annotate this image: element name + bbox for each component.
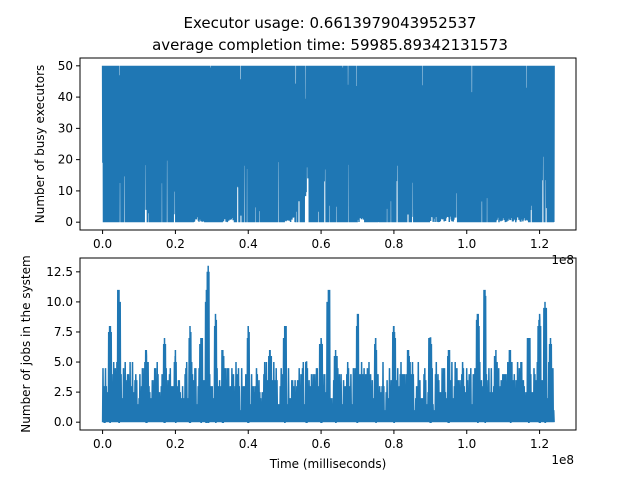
x-tick-label: 1.2 — [530, 437, 549, 451]
x-tick-label: 0.8 — [384, 237, 403, 251]
y-tick-label: 10.0 — [46, 295, 73, 309]
bottom-subplot: 0.0 0.2 0.4 0.6 0.8 1.0 1.2 0.0 2.5 5.0 7.5 10.0 12.… — [19, 255, 577, 471]
chart-title-line1: Executor usage: 0.6613979043952537 — [184, 14, 477, 32]
y-tick-label: 10 — [58, 184, 73, 198]
x-tick-label: 0.0 — [93, 437, 112, 451]
y-tick-label: 30 — [58, 121, 73, 135]
y-tick-label: 5.0 — [54, 355, 73, 369]
x-tick-label: 0.8 — [384, 437, 403, 451]
x-multiplier-label: 1e8 — [551, 453, 574, 467]
x-axis-label: Time (milliseconds) — [269, 457, 387, 471]
plot-frame-1 — [79, 257, 577, 431]
x-tick-label: 0.6 — [312, 437, 331, 451]
y-tick-label: 7.5 — [54, 325, 73, 339]
y-tick-label: 50 — [58, 59, 73, 73]
plot-frame-0 — [79, 57, 577, 231]
y-axis-label: Number of busy executors — [33, 65, 47, 224]
x-tick-label: 1.0 — [457, 237, 476, 251]
x-tick-label: 1.0 — [457, 437, 476, 451]
series-line-0 — [101, 65, 555, 223]
y-tick-label: 20 — [58, 153, 73, 167]
series-line-1 — [101, 265, 555, 423]
x-tick-label: 0.4 — [239, 437, 258, 451]
y-tick-label: 2.5 — [54, 385, 73, 399]
y-tick-label: 0 — [65, 215, 73, 229]
x-tick-label: 0.2 — [166, 237, 185, 251]
top-subplot: 0.0 0.2 0.4 0.6 0.8 1.0 1.2 0 10 20 30 40 50 1e8 Numbe… — [33, 57, 577, 267]
y-tick-label: 40 — [58, 90, 73, 104]
x-tick-label: 0.4 — [239, 237, 258, 251]
chart-title-line2: average completion time: 59985.893421315… — [152, 36, 508, 54]
y-axis-label: Number of jobs in the system — [19, 255, 33, 432]
x-tick-label: 0.2 — [166, 437, 185, 451]
x-tick-label: 0.0 — [93, 237, 112, 251]
y-tick-label: 0.0 — [54, 415, 73, 429]
x-tick-label: 0.6 — [312, 237, 331, 251]
x-multiplier-label: 1e8 — [551, 253, 574, 267]
y-tick-label: 12.5 — [46, 265, 73, 279]
x-tick-label: 1.2 — [530, 237, 549, 251]
